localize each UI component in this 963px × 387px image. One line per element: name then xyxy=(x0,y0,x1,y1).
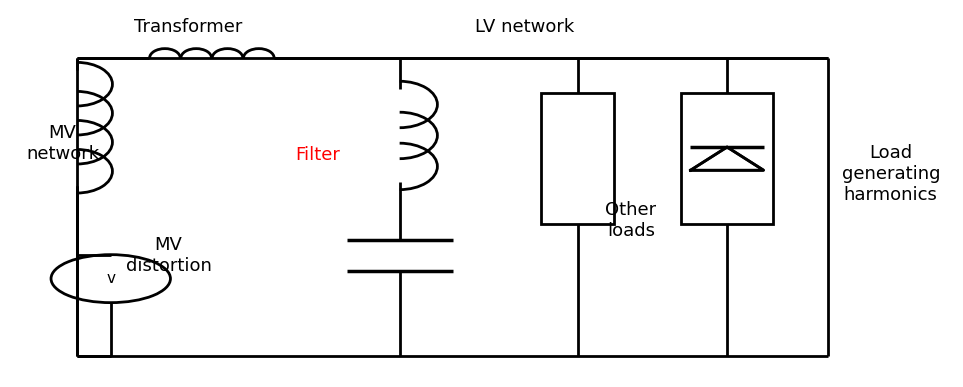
Text: Other
loads: Other loads xyxy=(605,201,657,240)
Bar xyxy=(541,93,614,224)
Text: v: v xyxy=(106,271,116,286)
Text: LV network: LV network xyxy=(475,18,575,36)
Text: Transformer: Transformer xyxy=(134,18,242,36)
Bar xyxy=(681,93,773,224)
Text: Filter: Filter xyxy=(296,146,340,164)
Text: MV
network: MV network xyxy=(26,124,99,163)
Text: Load
generating
harmonics: Load generating harmonics xyxy=(842,144,940,204)
Text: MV
distortion: MV distortion xyxy=(125,236,212,275)
